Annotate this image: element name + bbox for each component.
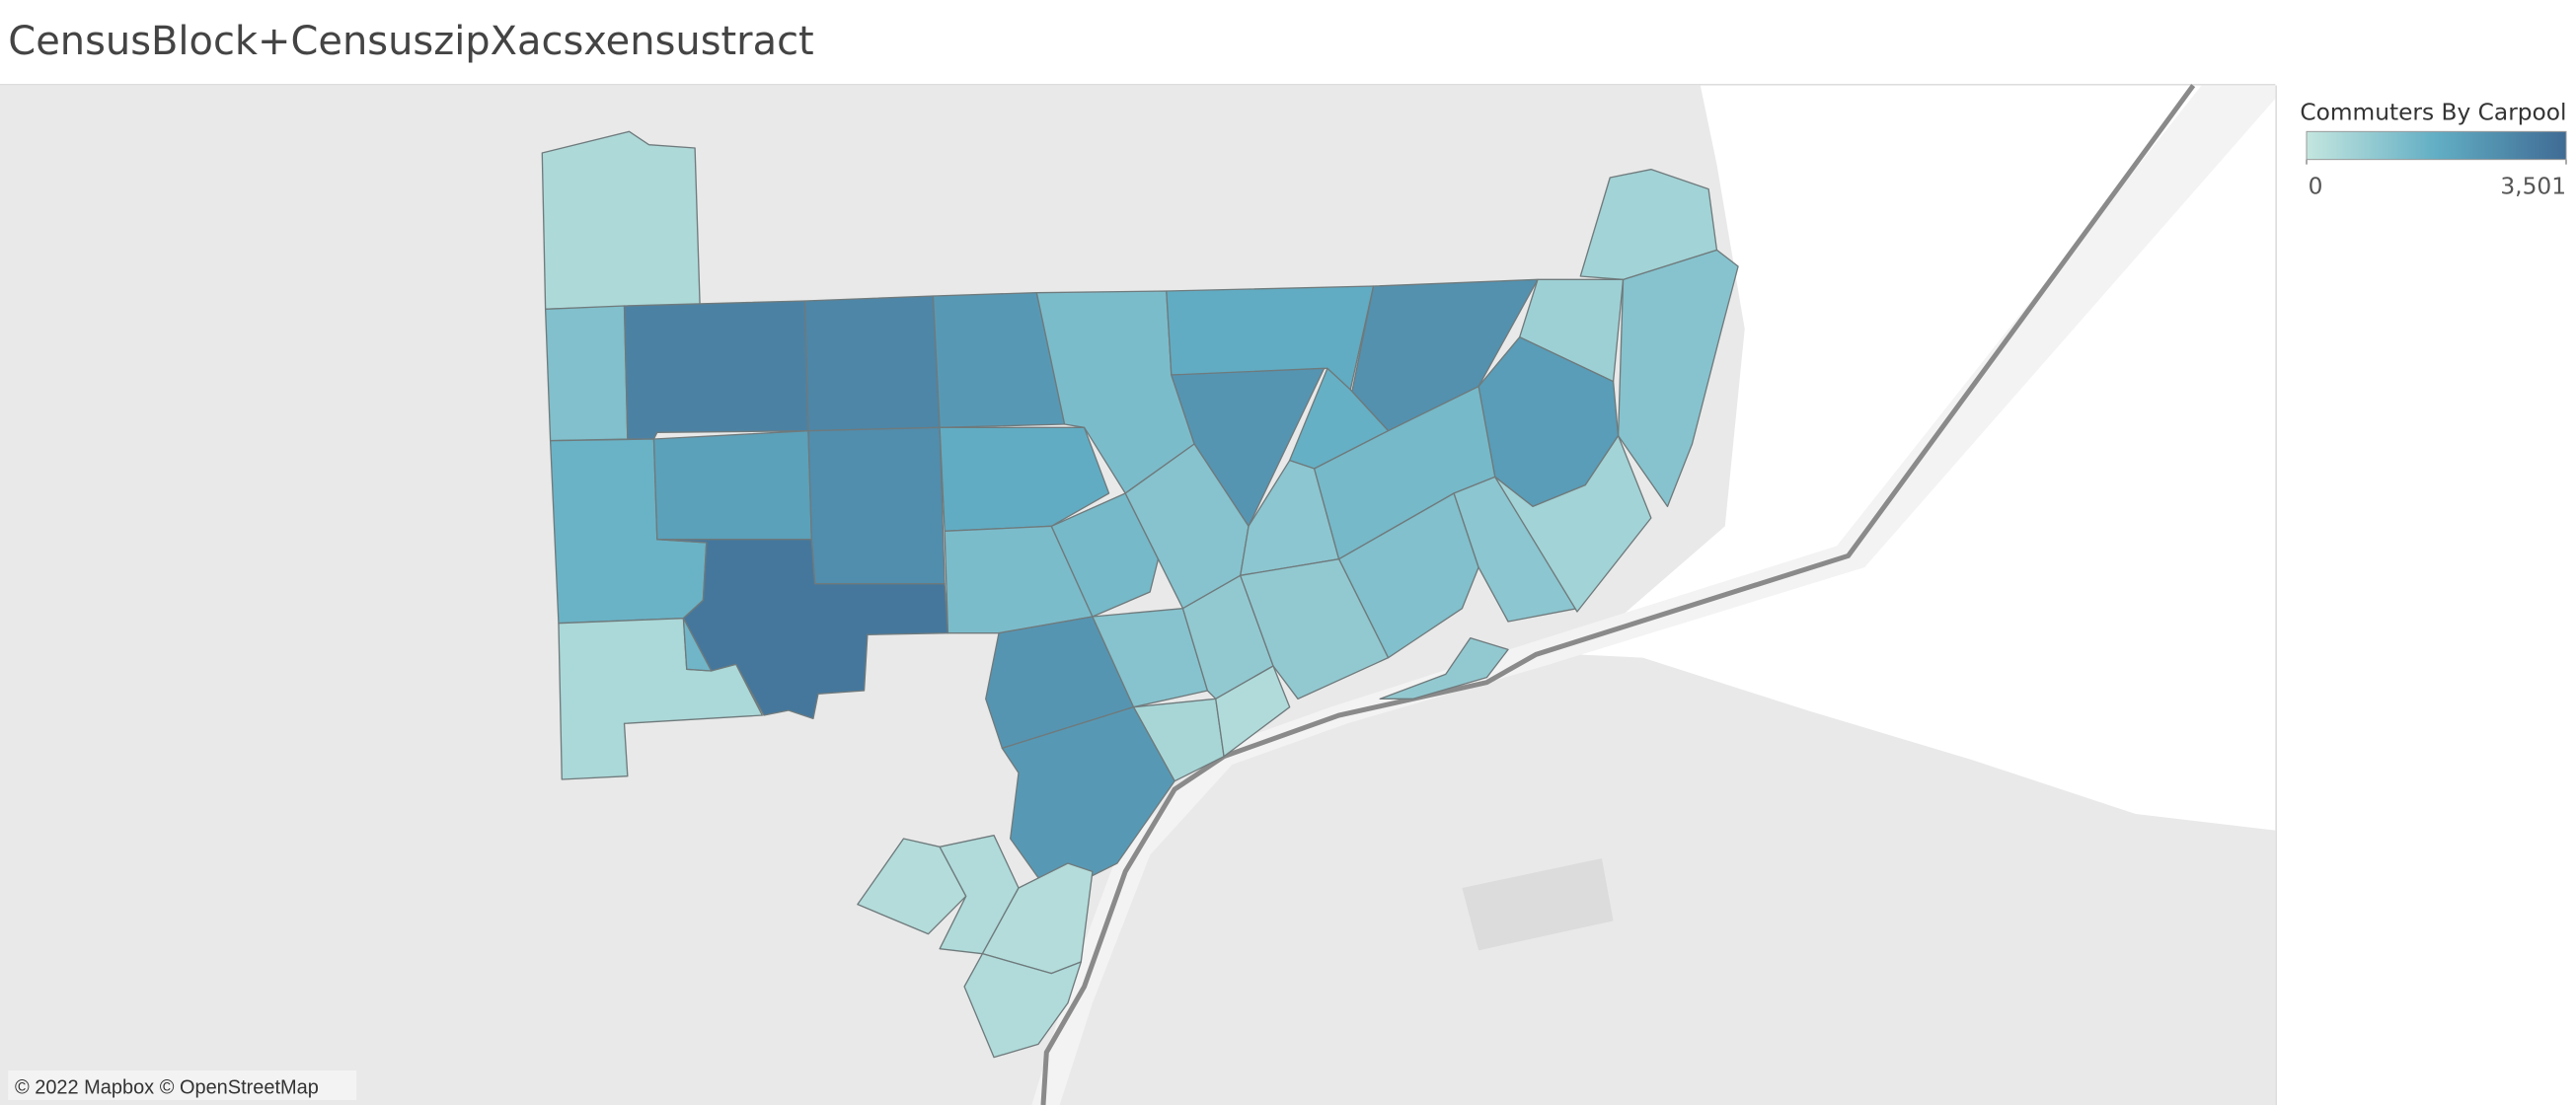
regions (541, 130, 1739, 1059)
region (1617, 249, 1739, 507)
title: CensusBlock+CensuszipXacsxensustract (8, 19, 813, 64)
region (1050, 492, 1160, 618)
legend-tick-label: 3,501 (2500, 174, 2566, 200)
region (656, 539, 949, 719)
region (807, 426, 946, 585)
region (623, 300, 809, 440)
region (1379, 637, 1509, 700)
river (1031, 85, 2276, 1105)
region (544, 305, 629, 442)
region (939, 426, 1110, 532)
region (652, 430, 812, 541)
region (1494, 435, 1652, 613)
legend-tick-label: 0 (2309, 174, 2323, 200)
landmark (1462, 858, 1614, 951)
legend-ramp (2306, 130, 2567, 161)
region (1215, 665, 1291, 758)
region (682, 618, 713, 672)
attribution-box (8, 1070, 357, 1100)
region (963, 953, 1082, 1059)
legend-title: Commuters By Carpool (2300, 100, 2566, 126)
region (1453, 476, 1578, 623)
region (1240, 558, 1390, 700)
region (541, 130, 701, 311)
region (1579, 169, 1718, 281)
attribution: © 2022 Mapbox © OpenStreetMap (15, 1076, 319, 1098)
region (803, 295, 941, 432)
legend-ticks: 0 3,501 (2306, 159, 2567, 200)
